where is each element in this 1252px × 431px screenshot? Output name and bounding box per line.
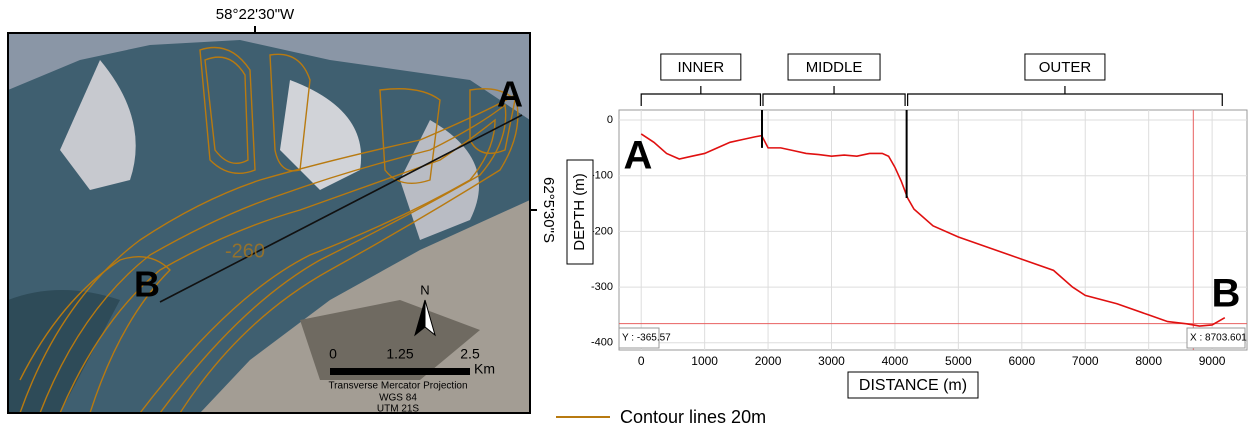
legend-label: Contour lines 20m [620,407,766,427]
scale-tick: 0 [329,346,337,362]
x-tick-label: 1000 [691,354,718,368]
map-latitude: 62°5'30"S [540,177,557,243]
map-point-a: A [497,74,523,115]
readout-box [1186,327,1246,349]
section-bracket [640,86,762,106]
section-label: OUTER [1039,59,1092,76]
profile-end: B [1212,272,1241,316]
section-box [660,53,742,81]
datum: WGS 84 [379,393,417,404]
x-tick-label: 4000 [882,354,909,368]
profile-start: A [624,134,653,178]
xlabel-box [847,371,979,399]
readout-box [618,327,660,349]
section-label: MIDDLE [806,59,863,76]
map-image [8,33,530,413]
x-tick-label: 0 [638,354,645,368]
ylabel-box [566,159,594,265]
scale-unit: Km [474,361,495,377]
map-frame [7,32,531,414]
depth-profile [640,133,1226,327]
projection: Transverse Mercator Projection [328,381,467,392]
x-tick-label: 7000 [1072,354,1099,368]
x-tick-label: 8000 [1135,354,1162,368]
y-tick-label: 0 [607,114,613,126]
y-tick-label: -300 [591,281,613,293]
zone: UTM 21S [377,404,420,415]
x-tick-label: 5000 [945,354,972,368]
x-readout: X : 8703.601 [1190,333,1247,344]
map-point-b: B [134,264,160,305]
map-longitude: 58°22'30"W [216,6,295,23]
plot-area [618,109,1248,351]
y-tick-label: -400 [591,337,613,349]
x-tick-label: 9000 [1199,354,1226,368]
x-axis-label: DISTANCE (m) [859,377,967,394]
y-readout: Y : -365.57 [622,333,671,344]
section-label: INNER [677,59,724,76]
y-axis-label: DEPTH (m) [571,173,588,251]
scale-tick: 1.25 [386,346,413,362]
contour-label: -260 [225,240,265,262]
section-bracket [907,86,1223,106]
y-tick-label: -200 [591,225,613,237]
section-box [787,53,881,81]
scale-tick: 2.5 [460,346,480,362]
section-box [1024,53,1106,81]
section-bracket [762,86,906,106]
x-tick-label: 2000 [755,354,782,368]
north-label: N [420,282,429,297]
profile-chart: 0 1000 2000 3000 4000 5000 6000 7000 8000 9000 0 -1… [566,53,1248,399]
x-tick-label: 6000 [1008,354,1035,368]
x-tick-label: 3000 [818,354,845,368]
y-tick-label: -100 [591,170,613,182]
